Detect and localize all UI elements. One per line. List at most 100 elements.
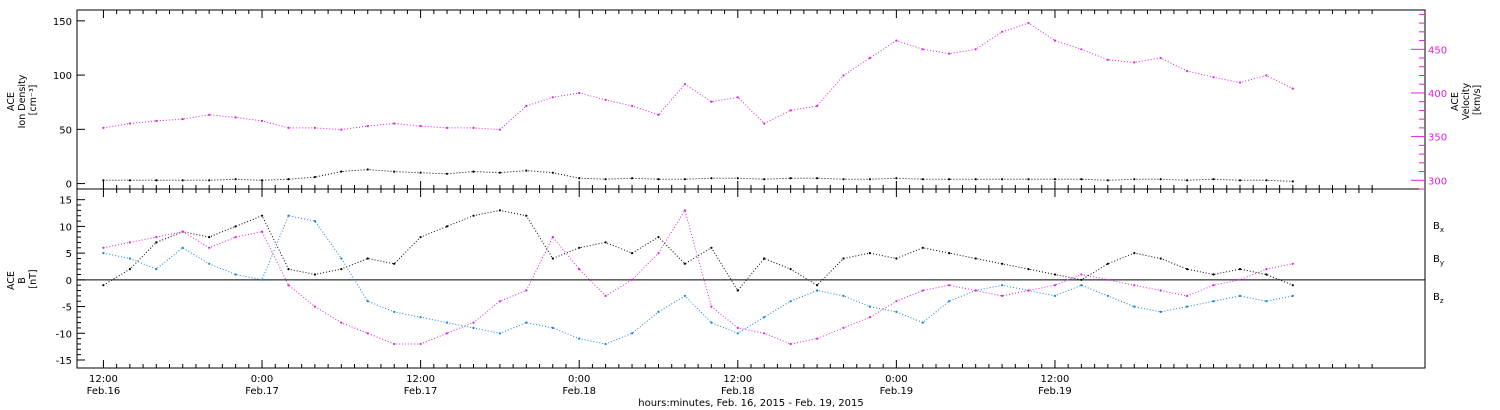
bz-point: [1027, 289, 1030, 292]
legend-bz-sub: z: [1440, 297, 1444, 305]
field-tick-label: 10: [59, 222, 72, 233]
field-axis-ticks: -15 -10 -5 0 5 10 15: [56, 196, 85, 367]
legend-bx: Bx: [1433, 221, 1444, 234]
by-point: [1159, 310, 1162, 313]
density-tick-label: 50: [59, 125, 72, 136]
time-tick-label: 0:00: [568, 374, 590, 385]
by-point: [313, 220, 316, 223]
by-point: [260, 278, 264, 281]
velocity-tick-label: 450: [1428, 45, 1447, 56]
field-tick-label: -10: [56, 329, 72, 340]
velocity-axis-title-line-2: Velocity: [1461, 83, 1472, 121]
ion-density-point: [445, 172, 449, 175]
bz-point: [921, 289, 924, 292]
bx-point: [445, 225, 449, 228]
density-tick-label: 150: [53, 17, 72, 28]
velocity-point: [710, 100, 713, 103]
ion-density-point: [683, 178, 687, 181]
velocity-point: [393, 122, 396, 125]
field-tick-label: -5: [62, 303, 72, 314]
by-point: [1133, 305, 1136, 308]
time-tick-label: 12:00: [89, 374, 118, 385]
ion-density-point: [604, 178, 607, 181]
magnetic-field-panel-frame: [76, 188, 1426, 369]
velocity-point: [445, 126, 449, 129]
by-point: [1238, 294, 1242, 297]
velocity-trace: [103, 22, 1294, 131]
field-series: [102, 209, 1294, 346]
by-point: [525, 321, 528, 324]
bz-point: [974, 289, 977, 292]
bz-point: [1001, 294, 1004, 297]
ion-density-point: [816, 177, 819, 180]
time-axis-title: hours:minutes, Feb. 16, 2015 - Feb. 19, …: [638, 398, 863, 409]
bz-point: [1053, 284, 1057, 287]
ion-density-point: [525, 169, 528, 172]
date-tick-label: Feb.19: [1038, 386, 1072, 397]
time-tick-label: 12:00: [723, 374, 752, 385]
date-tick-label: Feb.17: [404, 386, 438, 397]
density-axis-title-line-3: [cm⁻³]: [28, 85, 39, 116]
by-point: [1186, 305, 1189, 308]
velocity-tick-label: 300: [1428, 176, 1447, 187]
bz-trace: [103, 209, 1293, 345]
by-point: [1291, 294, 1294, 297]
by-point: [1080, 284, 1083, 287]
ion-density-point: [155, 179, 158, 182]
density-tick-label: 0: [66, 180, 72, 191]
by-trace: [103, 215, 1293, 345]
date-tick-label: Feb.18: [721, 386, 755, 397]
ion-density-point: [1053, 178, 1057, 181]
time-axis-ticks: 12:00Feb.160:00Feb.1712:00Feb.170:00Feb.…: [87, 10, 1373, 397]
bx-point: [1106, 262, 1109, 265]
bx-point: [1265, 273, 1268, 276]
bz-point: [287, 284, 290, 287]
by-point: [287, 214, 290, 217]
velocity-point: [419, 125, 422, 128]
ion-density-point: [657, 178, 660, 181]
ion-density-point: [287, 178, 290, 181]
by-point: [1212, 300, 1215, 303]
velocity-axis-title-line-1: ACE: [1450, 92, 1461, 111]
ion-density-trace: [103, 168, 1293, 182]
ion-density-point: [498, 171, 501, 174]
density-axis-title: ACE Ion Density [cm⁻³]: [6, 72, 39, 129]
ion-density-point: [181, 179, 184, 182]
field-tick-label: 0: [66, 276, 72, 287]
velocity-axis-ticks: 300 350 400 450: [1411, 13, 1447, 190]
field-axis-title-line-3: [nT]: [28, 269, 39, 288]
field-axis-title-line-1: ACE: [6, 271, 17, 290]
date-tick-label: Feb.16: [87, 386, 121, 397]
field-tick-label: 15: [59, 196, 72, 207]
ion-density-point: [1080, 178, 1083, 181]
velocity-point: [868, 56, 872, 60]
bx-point: [1212, 273, 1215, 276]
velocity-axis-title: ACE Velocity [km/s]: [1450, 80, 1483, 120]
ion-density-point: [1265, 179, 1268, 182]
bx-point: [1186, 268, 1189, 271]
date-tick-label: Feb.19: [880, 386, 914, 397]
ion-density-point: [1186, 179, 1189, 182]
ion-density-point: [313, 176, 316, 179]
bz-point: [445, 332, 449, 335]
bx-point: [1238, 268, 1242, 271]
ion-density-point: [921, 178, 924, 181]
ion-density-point: [128, 179, 131, 182]
ion-density-point: [260, 179, 264, 182]
time-tick-label: 12:00: [1041, 374, 1070, 385]
ion-density-point: [472, 170, 475, 173]
density-tick-label: 100: [53, 71, 72, 82]
by-point: [631, 332, 634, 335]
velocity-axis-title-line-3: [km/s]: [1472, 85, 1483, 115]
ion-density-point: [948, 178, 951, 181]
velocity-point: [789, 109, 792, 112]
by-point: [763, 316, 766, 319]
legend-by: By: [1433, 254, 1444, 267]
velocity-point: [155, 119, 158, 122]
velocity-point: [816, 104, 819, 108]
legend-bx-sub: x: [1440, 226, 1444, 234]
ion-density-point: [1238, 179, 1242, 182]
density-velocity-series: [102, 22, 1294, 183]
bz-point: [578, 268, 581, 271]
